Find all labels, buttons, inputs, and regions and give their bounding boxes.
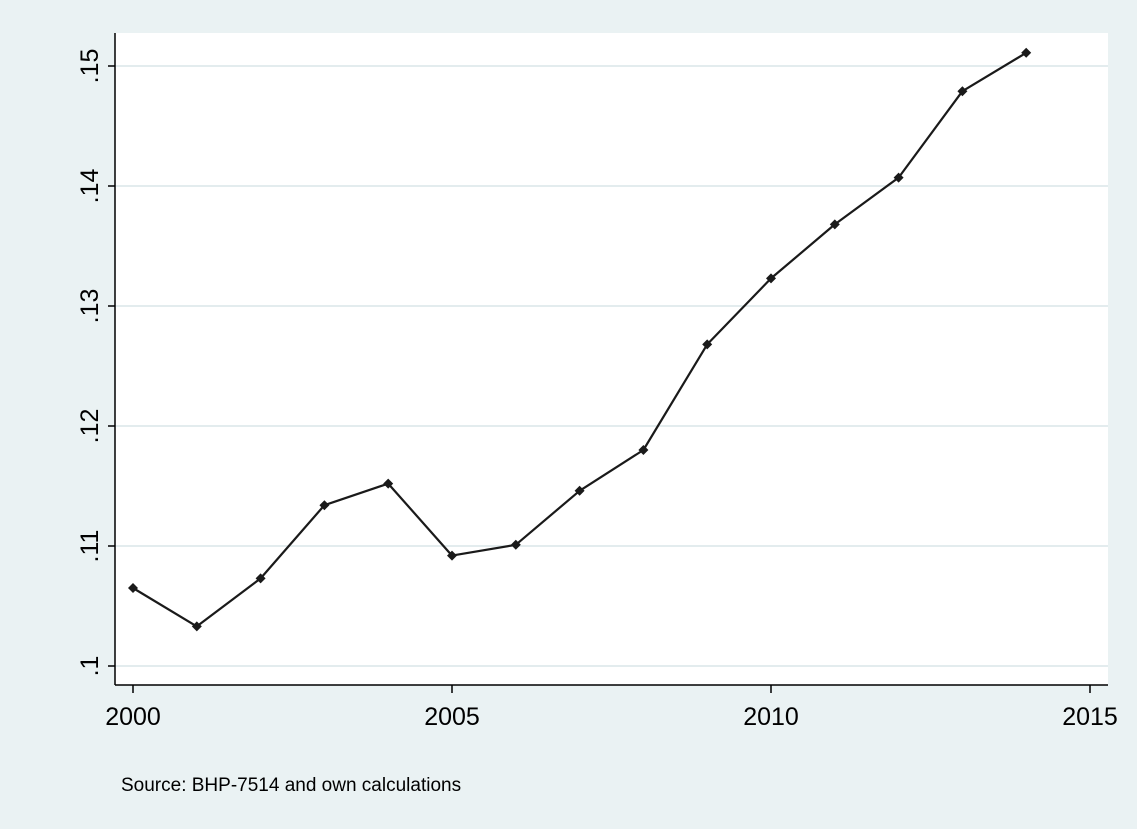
x-axis-ticks: 2000 2005 2010 2015 [105,685,1118,731]
source-note: Source: BHP-7514 and own calculations [121,775,461,796]
data-points [128,47,1032,632]
data-point-marker [574,485,585,496]
data-point-marker [255,573,266,584]
y-tick-label: .12 [76,409,104,444]
data-point-marker [957,86,968,97]
y-tick-label: .1 [76,656,104,677]
plot-area [115,33,1108,685]
data-point-marker [191,621,202,632]
x-tick-label: 2000 [105,703,161,731]
data-point-marker [319,500,330,511]
data-point-marker [638,445,649,455]
y-tick-label: .15 [76,49,104,84]
y-axis-ticks: .1 .11 .12 .13 .14 .15 [76,49,115,677]
gridlines [115,65,1108,667]
data-point-marker [128,583,138,593]
data-point-marker [702,339,713,350]
y-tick-label: .14 [76,169,104,204]
x-tick-label: 2005 [424,703,480,731]
y-tick-label: .11 [76,530,104,563]
data-point-marker [1021,47,1032,58]
data-point-marker [829,219,840,230]
data-point-marker [447,550,457,561]
x-tick-label: 2010 [743,703,799,731]
x-tick-label: 2015 [1062,703,1118,731]
data-point-marker [510,539,521,550]
y-tick-label: .13 [76,289,104,324]
data-point-marker [766,273,776,284]
data-point-marker [893,172,904,183]
data-point-marker [383,478,394,489]
